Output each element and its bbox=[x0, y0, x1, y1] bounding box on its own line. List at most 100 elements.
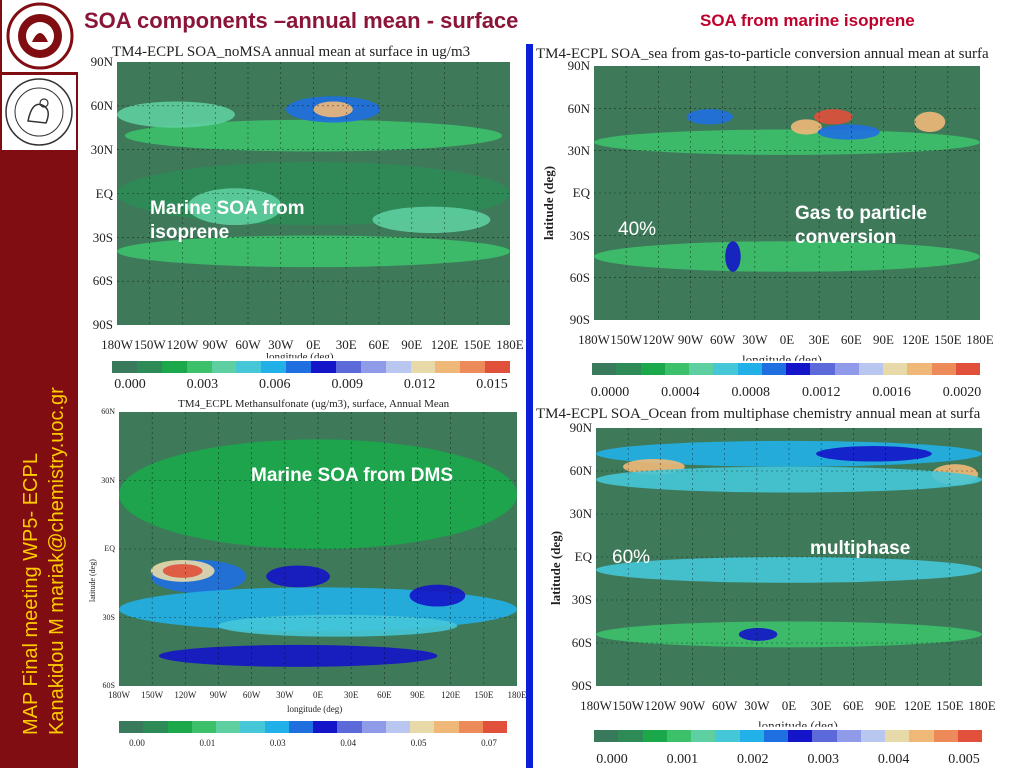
colorbar-swatch bbox=[186, 361, 212, 373]
colorbar-swatch bbox=[664, 363, 689, 375]
panel-1-colorbar bbox=[112, 361, 510, 373]
meeting-label: MAP Final meeting WP5- ECPL bbox=[20, 453, 42, 735]
lon-tick-label: 120W bbox=[174, 690, 197, 700]
colorbar-tick-label: 0.03 bbox=[269, 738, 286, 748]
lon-tick-label: 30E bbox=[810, 698, 832, 713]
colorbar-swatch bbox=[713, 363, 738, 375]
colorbar-swatch bbox=[361, 721, 386, 733]
panel-2-colorbar bbox=[592, 363, 980, 375]
map-field bbox=[119, 412, 517, 686]
colorbar-swatch bbox=[167, 721, 192, 733]
lon-tick-label: 120E bbox=[903, 698, 932, 713]
colorbar-tick-label: 0.0020 bbox=[942, 385, 982, 400]
colorbar-tick-label: 0.0008 bbox=[731, 385, 771, 400]
lon-tick-label: 60W bbox=[712, 698, 738, 713]
field-contour bbox=[162, 564, 203, 578]
colorbar-swatch bbox=[435, 361, 461, 373]
colorbar-tick-label: 0.0016 bbox=[872, 385, 911, 400]
lat-tick-label: 90S bbox=[92, 317, 113, 333]
lat-tick-label: EQ bbox=[572, 185, 590, 201]
colorbar-swatch bbox=[485, 361, 510, 373]
panel-2-percent: 40% bbox=[618, 219, 657, 240]
lat-tick-label: 90S bbox=[569, 312, 590, 328]
lon-tick-label: 60E bbox=[842, 698, 864, 713]
panel-3-map bbox=[119, 412, 517, 686]
lon-tick-label: 150W bbox=[141, 690, 164, 700]
panel-3-annotation: Marine SOA from DMS bbox=[251, 465, 453, 486]
colorbar-swatch bbox=[834, 363, 859, 375]
lon-tick-label: 150W bbox=[612, 698, 645, 713]
lon-tick-label: 60W bbox=[235, 337, 261, 352]
field-contour bbox=[119, 439, 517, 549]
lon-tick-label: 180W bbox=[580, 698, 612, 713]
lon-tick-label: 150W bbox=[133, 337, 166, 352]
lon-tick-label: 90W bbox=[202, 337, 228, 352]
lat-tick-label: 30S bbox=[102, 612, 115, 622]
field-contour bbox=[266, 565, 330, 588]
lat-tick-label: EQ bbox=[104, 544, 115, 554]
lon-tick-label: 90E bbox=[875, 698, 896, 713]
lat-tick-label: 30S bbox=[569, 227, 590, 243]
lat-tick-label: 60S bbox=[571, 635, 592, 651]
panel-4-annotation: multiphase bbox=[810, 538, 911, 559]
field-contour bbox=[816, 446, 932, 462]
colorbar-swatch bbox=[836, 730, 861, 742]
colorbar-swatch bbox=[337, 721, 362, 733]
colorbar-tick-label: 0.012 bbox=[403, 377, 436, 392]
panel-1-map bbox=[117, 62, 510, 325]
lon-tick-label: 60E bbox=[368, 337, 390, 352]
colorbar-swatch bbox=[261, 361, 287, 373]
colorbar-tick-label: 0.005 bbox=[948, 752, 980, 767]
colorbar-swatch bbox=[460, 361, 486, 373]
colorbar-swatch bbox=[236, 361, 262, 373]
lon-tick-label: 30W bbox=[744, 698, 770, 713]
colorbar-swatch bbox=[410, 721, 435, 733]
colorbar-swatch bbox=[812, 730, 837, 742]
colorbar-swatch bbox=[640, 363, 665, 375]
lon-tick-label: 120W bbox=[642, 332, 675, 347]
colorbar-swatch bbox=[786, 363, 811, 375]
colorbar-swatch bbox=[119, 721, 144, 733]
panel-1-xlabel: longitude (deg) bbox=[266, 351, 334, 363]
map-field bbox=[117, 62, 510, 325]
colorbar-swatch bbox=[313, 721, 338, 733]
lon-tick-label: 30E bbox=[343, 690, 359, 700]
colorbar-swatch bbox=[410, 361, 436, 373]
lat-tick-label: 30S bbox=[571, 592, 592, 608]
author-label: Kanakidou M mariak@chemistry.uoc.gr bbox=[46, 387, 68, 735]
lon-tick-label: 120E bbox=[901, 332, 930, 347]
lon-tick-label: 30W bbox=[268, 337, 294, 352]
lon-tick-label: 0E bbox=[313, 690, 323, 700]
lat-tick-label: 30N bbox=[101, 475, 115, 485]
colorbar-swatch bbox=[594, 730, 619, 742]
panel-3-ylabel: latitude (deg) bbox=[88, 559, 97, 602]
lon-tick-label: 90E bbox=[401, 337, 423, 352]
lat-tick-label: 30N bbox=[569, 506, 592, 522]
field-contour bbox=[686, 109, 733, 125]
lon-tick-label: 120E bbox=[430, 337, 459, 352]
colorbar-swatch bbox=[385, 361, 411, 373]
colorbar-swatch bbox=[763, 730, 788, 742]
colorbar-tick-label: 0.05 bbox=[410, 738, 427, 748]
colorbar-swatch bbox=[642, 730, 667, 742]
lon-tick-label: 180W bbox=[108, 690, 130, 700]
colorbar-swatch bbox=[143, 721, 168, 733]
panel-2-ylabel: latitude (deg) bbox=[541, 165, 556, 240]
colorbar-swatch bbox=[931, 363, 956, 375]
colorbar-tick-label: 0.006 bbox=[259, 377, 291, 392]
colorbar-swatch bbox=[860, 730, 885, 742]
colorbar-swatch bbox=[715, 730, 740, 742]
colorbar-swatch bbox=[112, 361, 137, 373]
colorbar-swatch bbox=[907, 363, 932, 375]
map-field bbox=[596, 428, 982, 686]
panel-3-title: TM4_ECPL Methansulfonate (ug/m3), surfac… bbox=[178, 398, 450, 410]
colorbar-tick-label: 0.002 bbox=[737, 752, 769, 767]
lon-tick-label: 180W bbox=[101, 337, 133, 352]
lat-tick-label: 60N bbox=[569, 463, 592, 479]
colorbar-swatch bbox=[458, 721, 483, 733]
lon-tick-label: 120W bbox=[644, 698, 677, 713]
colorbar-swatch bbox=[434, 721, 459, 733]
field-contour bbox=[218, 614, 458, 637]
lon-tick-label: 90W bbox=[677, 332, 704, 347]
lon-tick-label: 90W bbox=[679, 698, 706, 713]
